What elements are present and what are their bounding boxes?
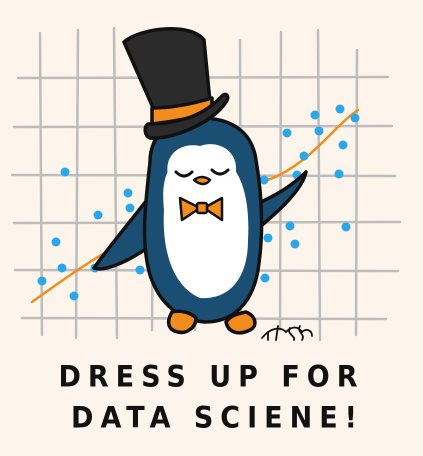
scatter-point — [37, 276, 47, 286]
scatter-point — [123, 188, 133, 198]
left-eye — [174, 170, 194, 178]
right-eye — [210, 168, 230, 176]
signature — [261, 325, 313, 341]
penguin-face — [167, 144, 237, 196]
scatter-point — [282, 128, 292, 138]
scatter-points — [37, 104, 360, 301]
scatter-point — [350, 113, 360, 123]
scatter-point — [57, 263, 67, 273]
scatter-point — [334, 169, 344, 179]
scatter-point — [285, 221, 295, 231]
caption-line-1: DRESS UP FOR — [58, 360, 365, 395]
top-hat-icon — [122, 27, 230, 140]
scatter-point — [299, 151, 309, 161]
scatter-point — [310, 110, 320, 120]
scatter-point — [335, 104, 345, 114]
bow-tie-icon — [178, 196, 224, 222]
scatter-point — [125, 203, 135, 213]
scatter-point — [290, 239, 300, 249]
left-foot — [166, 309, 198, 335]
penguin-icon — [92, 116, 308, 335]
scatter-point — [135, 265, 145, 275]
scatter-point — [51, 237, 61, 247]
left-flipper — [92, 186, 160, 271]
scatter-point — [60, 167, 70, 177]
scatter-point — [341, 222, 351, 232]
scatter-point — [338, 140, 348, 150]
scatter-point — [260, 273, 270, 283]
hat-brim — [143, 92, 230, 140]
scatter-point — [93, 210, 103, 220]
scatter-point — [314, 126, 324, 136]
right-foot — [224, 310, 257, 335]
hat-crown — [122, 27, 212, 112]
scatter-point — [69, 291, 79, 301]
caption-line-2: DATA SCIENE! — [71, 401, 364, 436]
beak — [192, 175, 212, 186]
scatter-point — [263, 233, 273, 243]
scatter-point — [259, 175, 269, 185]
